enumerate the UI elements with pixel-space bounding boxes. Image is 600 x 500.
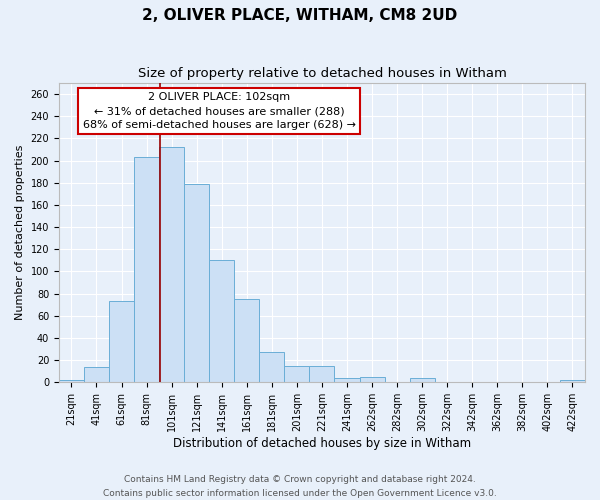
Bar (109, 302, 134, 382)
Bar (284, 366, 310, 382)
Title: Size of property relative to detached houses in Witham: Size of property relative to detached ho… (137, 68, 506, 80)
Bar (184, 184, 209, 382)
X-axis label: Distribution of detached houses by size in Witham: Distribution of detached houses by size … (173, 437, 471, 450)
Bar (84, 367, 109, 382)
Bar (359, 377, 385, 382)
Bar (209, 260, 234, 382)
Text: Contains HM Land Registry data © Crown copyright and database right 2024.
Contai: Contains HM Land Registry data © Crown c… (103, 476, 497, 498)
Bar (234, 299, 259, 382)
Bar (410, 378, 434, 382)
Bar (310, 366, 334, 382)
Bar (560, 380, 585, 382)
Bar (159, 148, 184, 382)
Bar (334, 378, 359, 382)
Bar (59, 380, 84, 382)
Text: 2 OLIVER PLACE: 102sqm
← 31% of detached houses are smaller (288)
68% of semi-de: 2 OLIVER PLACE: 102sqm ← 31% of detached… (83, 92, 356, 130)
Bar (134, 158, 159, 382)
Text: 2, OLIVER PLACE, WITHAM, CM8 2UD: 2, OLIVER PLACE, WITHAM, CM8 2UD (142, 8, 458, 22)
Bar (259, 352, 284, 382)
Y-axis label: Number of detached properties: Number of detached properties (15, 145, 25, 320)
